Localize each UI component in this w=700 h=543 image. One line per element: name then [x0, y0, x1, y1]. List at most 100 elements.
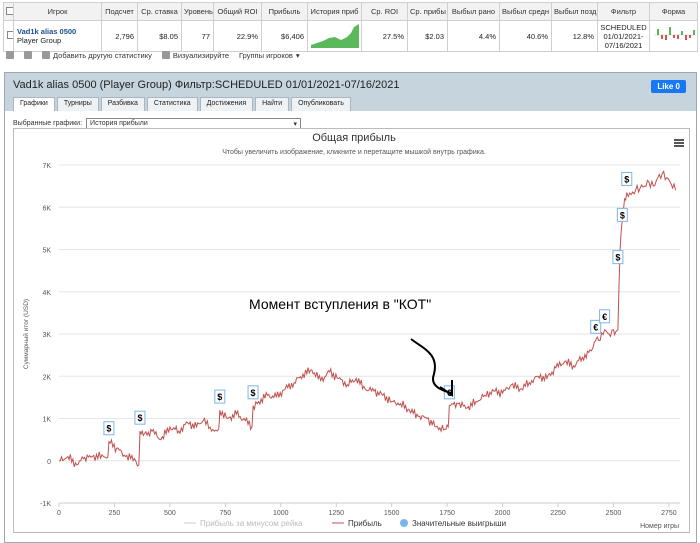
tab-publish[interactable]: Опубликовать: [291, 97, 351, 111]
out-mid-cell: 40.6%: [499, 20, 552, 52]
big-win-marker[interactable]: $: [621, 171, 633, 186]
col-header[interactable]: Уровень: [181, 2, 214, 21]
chart-selector-value: История прибыли: [90, 120, 148, 127]
y-tick-label: -1K: [40, 501, 51, 508]
profit-cell: $6,406: [261, 20, 308, 52]
big-win-label: $: [615, 253, 620, 263]
y-tick-label: 7K: [42, 163, 51, 170]
col-header[interactable]: Выбыл средн: [499, 2, 552, 21]
col-header[interactable]: Выбыл рано: [447, 2, 500, 21]
avg-stake-cell: $8.05: [137, 20, 182, 52]
filter-cell: SCHEDULED 01/01/2021- 07/16/2021: [597, 20, 650, 52]
sparkline-chart: [311, 24, 359, 48]
col-select[interactable]: [3, 2, 14, 21]
count-cell: 2,796: [101, 20, 138, 52]
col-header[interactable]: Форма: [649, 2, 698, 21]
stats-table: Игрок Подсчет Ср. ставка Уровень Общий R…: [3, 2, 698, 52]
y-tick-label: 6K: [42, 205, 51, 212]
col-header[interactable]: Прибыль: [261, 2, 308, 21]
y-tick-label: 2K: [42, 374, 51, 381]
player-groups-label: Группы игроков: [239, 50, 293, 60]
annotation-text: Момент вступления в "КОТ": [249, 296, 431, 312]
menu-icon[interactable]: [674, 139, 684, 147]
columns-button[interactable]: [24, 51, 32, 59]
col-header[interactable]: Выбыл позд: [551, 2, 598, 21]
trash-icon: [6, 51, 14, 59]
tab-tournaments[interactable]: Турниры: [56, 97, 99, 111]
x-axis: 0 250 500 750 1000 1250 1500 1750 2000 2250 2500 27…: [57, 502, 680, 517]
player-name-link[interactable]: Vad1k alias 0500: [17, 27, 77, 36]
x-tick-label: 500: [164, 510, 176, 517]
y-tick-label: 5K: [42, 248, 51, 255]
avg-profit-cell: $2.03: [407, 20, 448, 52]
col-header[interactable]: Общий ROI: [213, 2, 262, 21]
table-toolbar: Добавить другую статистику Визуализируйт…: [6, 48, 300, 62]
big-win-marker[interactable]: €: [599, 309, 611, 324]
player-group: Player Group: [17, 36, 62, 45]
table-header-row: Игрок Подсчет Ср. ставка Уровень Общий R…: [3, 2, 698, 21]
big-win-label: $: [106, 424, 111, 434]
profit-history-sparkline: [307, 20, 362, 52]
col-header[interactable]: История приб: [307, 2, 362, 21]
chart-subtitle: Чтобы увеличить изображение, кликните и …: [222, 148, 486, 156]
tab-find[interactable]: Найти: [255, 97, 290, 111]
col-header[interactable]: Игрок: [13, 2, 102, 21]
player-panel: Vad1k alias 0500 (Player Group) Фильтр:S…: [4, 72, 697, 543]
panel-title: Vad1k alias 0500 (Player Group) Фильтр:S…: [13, 79, 400, 91]
row-checkbox[interactable]: [3, 20, 14, 52]
chart-container[interactable]: Общая прибыль Чтобы увеличить изображени…: [13, 128, 690, 533]
big-win-label: $: [620, 210, 625, 220]
tab-achievements[interactable]: Достижения: [199, 97, 254, 111]
profit-chart: Общая прибыль Чтобы увеличить изображени…: [22, 132, 680, 530]
col-header[interactable]: Ср. прибы: [407, 2, 448, 21]
col-header[interactable]: Ср. ставка: [137, 2, 182, 21]
y-tick-label: 4K: [42, 290, 51, 297]
col-header[interactable]: Ср. ROI: [361, 2, 408, 21]
tab-breakdown[interactable]: Разбивка: [100, 97, 145, 111]
big-win-label: $: [217, 392, 222, 402]
big-win-marker[interactable]: $: [612, 250, 624, 265]
x-tick-label: 750: [219, 510, 231, 517]
visualize-button[interactable]: Визуализируйте: [161, 51, 229, 60]
big-win-marker[interactable]: $: [214, 389, 226, 404]
big-win-marker[interactable]: $: [134, 410, 146, 425]
annotation-arrow: [410, 338, 452, 394]
legend-item[interactable]: Прибыль за минусом рейка: [200, 519, 303, 528]
facebook-like-button[interactable]: Like 0: [651, 80, 686, 93]
col-header[interactable]: Фильтр: [597, 2, 650, 21]
chart-title: Общая прибыль: [312, 132, 396, 144]
tab-charts[interactable]: Графики: [13, 97, 55, 111]
chevron-down-icon: ▾: [295, 50, 300, 60]
table-row: Vad1k alias 0500 Player Group 2,796 $8.0…: [3, 20, 698, 52]
big-win-marker[interactable]: €: [590, 319, 602, 334]
delete-button[interactable]: [6, 51, 14, 59]
x-tick-label: 1000: [273, 510, 289, 517]
col-header[interactable]: Подсчет: [101, 2, 138, 21]
avg-roi-cell: 27.5%: [361, 20, 408, 52]
big-win-marker[interactable]: $: [247, 385, 259, 400]
panel-header: Vad1k alias 0500 (Player Group) Фильтр:S…: [5, 73, 696, 111]
legend-item[interactable]: Значительные выигрыши: [412, 519, 506, 528]
add-stats-label: Добавить другую статистику: [53, 50, 152, 60]
player-groups-button[interactable]: Группы игроков ▾: [239, 51, 300, 60]
y-axis-title: Суммарный итог (USD): [22, 299, 30, 369]
add-stats-button[interactable]: Добавить другую статистику: [42, 51, 152, 60]
big-win-marker[interactable]: $: [616, 207, 628, 222]
form-cell: [649, 20, 698, 52]
big-win-marker[interactable]: $: [103, 421, 115, 436]
y-tick-label: 1K: [42, 417, 51, 424]
y-tick-label: 0: [47, 459, 51, 466]
x-axis-title: Номер игры: [640, 523, 679, 530]
x-tick-label: 2750: [661, 510, 677, 517]
big-win-label: $: [137, 413, 142, 423]
x-tick-label: 1750: [439, 510, 455, 517]
filter-line: 01/01/2021-: [603, 31, 644, 41]
legend-item[interactable]: Прибыль: [348, 519, 382, 528]
x-tick-label: 2000: [495, 510, 511, 517]
panel-tabs: Графики Турниры Разбивка Статистика Дост…: [13, 97, 351, 111]
player-cell[interactable]: Vad1k alias 0500 Player Group: [13, 20, 102, 52]
big-win-label: $: [624, 174, 629, 184]
tab-statistics[interactable]: Статистика: [146, 97, 198, 111]
big-win-label: €: [593, 322, 598, 332]
y-tick-label: 3K: [42, 332, 51, 339]
